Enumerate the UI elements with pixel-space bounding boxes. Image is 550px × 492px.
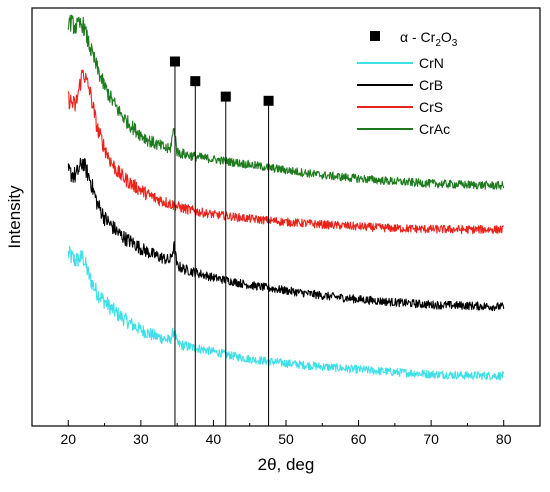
- legend-label-crac: CrAc: [419, 121, 450, 137]
- peak-marker-square-1: [190, 76, 201, 87]
- x-axis-ticks: 20 30 40 50 60 70 80: [31, 420, 541, 447]
- x-tick-label-40: 40: [206, 431, 222, 447]
- legend-label-crs: CrS: [419, 99, 443, 115]
- legend-label-crn: CrN: [419, 55, 444, 71]
- legend-marker-square-icon: [370, 31, 380, 41]
- x-tick-label-20: 20: [60, 431, 76, 447]
- series-layer: [67, 14, 505, 381]
- legend-marker-label: α - Cr2O3: [400, 29, 458, 49]
- series-line-crn: [67, 245, 505, 381]
- series-line-crac: [67, 14, 505, 190]
- legend-label-crb: CrB: [419, 77, 443, 93]
- x-axis-title: 2θ, deg: [258, 455, 315, 474]
- legend-marker-label-mid: O: [441, 29, 452, 45]
- legend-marker-label-text: α - Cr: [400, 29, 436, 45]
- legend-marker-label-sub2: 3: [452, 38, 458, 49]
- x-tick-label-70: 70: [423, 431, 439, 447]
- series-line-crb: [67, 157, 505, 312]
- x-tick-label-60: 60: [351, 431, 367, 447]
- peak-marker-square-2: [220, 91, 231, 102]
- peak-marker-layer: [169, 56, 274, 426]
- x-tick-label-80: 80: [496, 431, 512, 447]
- x-tick-label-30: 30: [133, 431, 149, 447]
- y-axis-title: Intensity: [5, 185, 24, 249]
- legend-marker-label-sub: 2: [435, 38, 441, 49]
- peak-marker-square-0: [169, 56, 180, 67]
- legend: α - Cr2O3 CrN CrB CrS CrAc: [357, 29, 458, 137]
- peak-marker-square-3: [263, 95, 274, 106]
- x-tick-label-50: 50: [278, 431, 294, 447]
- series-line-crs: [67, 69, 505, 235]
